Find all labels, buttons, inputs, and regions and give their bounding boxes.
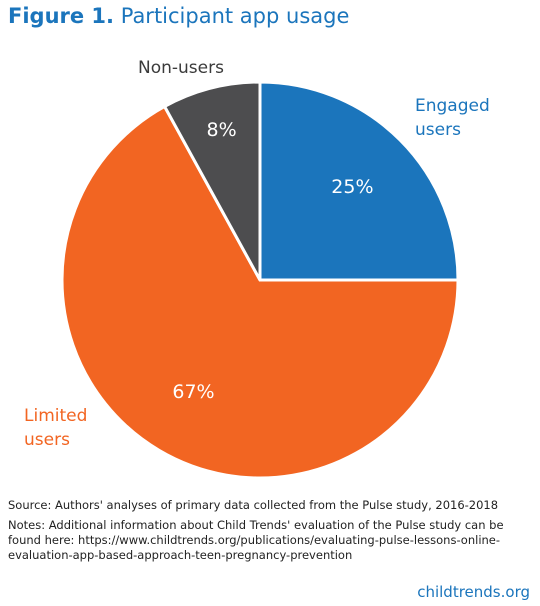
value-label: 25%	[331, 176, 373, 198]
pie-slice	[162, 80, 262, 281]
pie-slice	[258, 80, 460, 282]
source: Source: Authors' analyses of primary dat…	[8, 498, 499, 512]
pie-slice	[60, 104, 460, 480]
notes: Notes: Additional information about Chil…	[8, 518, 504, 562]
category-label: Engaged users	[415, 96, 490, 140]
title-text: Participant app usage	[120, 4, 350, 28]
chart-title: Figure 1. Participant app usage	[8, 4, 349, 28]
value-label: 8%	[207, 119, 237, 141]
category-label: Limited users	[24, 406, 88, 450]
credit: childtrends.org	[417, 583, 530, 601]
figure-label: Figure 1.	[8, 4, 115, 28]
value-label: 67%	[172, 381, 214, 403]
category-label: Non-users	[138, 58, 224, 78]
